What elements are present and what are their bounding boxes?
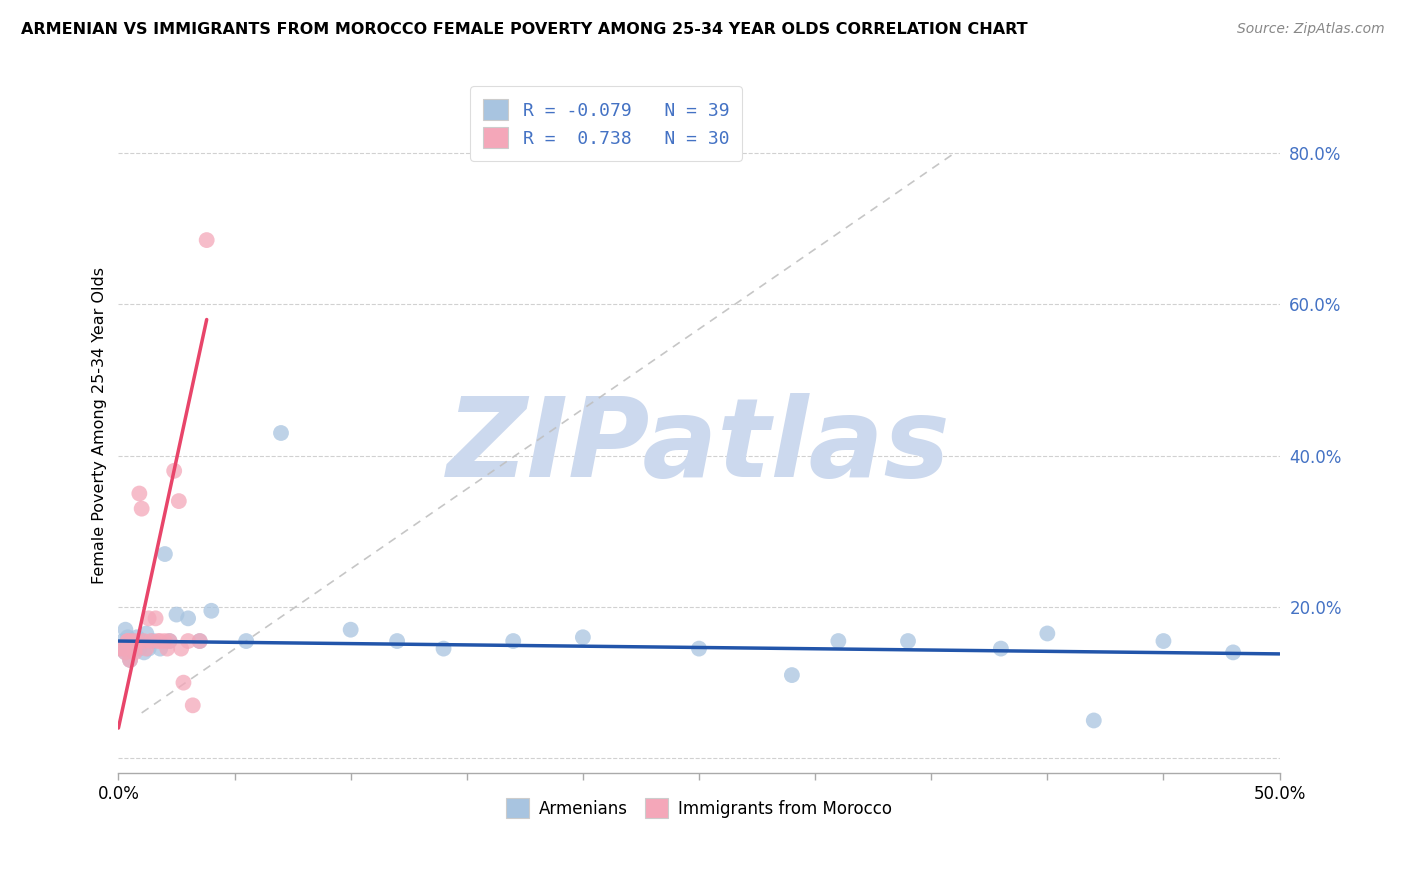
Point <box>385 634 408 648</box>
Text: Source: ZipAtlas.com: Source: ZipAtlas.com <box>1237 22 1385 37</box>
Point <box>188 634 211 648</box>
Point <box>688 641 710 656</box>
Point <box>1222 645 1244 659</box>
Point <box>990 641 1012 656</box>
Point <box>149 641 172 656</box>
Point <box>125 634 148 648</box>
Point <box>131 634 153 648</box>
Point <box>124 641 146 656</box>
Point <box>153 634 176 648</box>
Point <box>110 641 132 656</box>
Point <box>167 494 190 508</box>
Point <box>117 634 139 648</box>
Point <box>118 653 141 667</box>
Text: ARMENIAN VS IMMIGRANTS FROM MOROCCO FEMALE POVERTY AMONG 25-34 YEAR OLDS CORRELA: ARMENIAN VS IMMIGRANTS FROM MOROCCO FEMA… <box>21 22 1028 37</box>
Point <box>146 634 169 648</box>
Point <box>114 623 136 637</box>
Point <box>128 486 150 500</box>
Point <box>780 668 803 682</box>
Point <box>159 634 181 648</box>
Point <box>138 611 160 625</box>
Point <box>117 630 139 644</box>
Point <box>432 641 454 656</box>
Point <box>114 645 136 659</box>
Point <box>339 623 361 637</box>
Point <box>572 630 595 644</box>
Point <box>124 645 146 659</box>
Point <box>112 634 135 648</box>
Point <box>117 634 139 648</box>
Y-axis label: Female Poverty Among 25-34 Year Olds: Female Poverty Among 25-34 Year Olds <box>93 267 107 584</box>
Point <box>827 634 849 648</box>
Point <box>181 698 204 713</box>
Text: ZIPatlas: ZIPatlas <box>447 392 950 500</box>
Point <box>177 634 200 648</box>
Point <box>145 611 167 625</box>
Point <box>172 675 194 690</box>
Point <box>897 634 920 648</box>
Point <box>156 641 179 656</box>
Point <box>159 634 181 648</box>
Point <box>131 501 153 516</box>
Point <box>1152 634 1174 648</box>
Point <box>114 645 136 659</box>
Point <box>135 641 157 656</box>
Point <box>121 634 143 648</box>
Point <box>177 611 200 625</box>
Point <box>124 641 146 656</box>
Point <box>163 464 186 478</box>
Point <box>128 641 150 656</box>
Point <box>142 634 165 648</box>
Point <box>166 607 188 622</box>
Point <box>132 645 155 659</box>
Point <box>110 641 132 656</box>
Point <box>135 626 157 640</box>
Point <box>170 641 193 656</box>
Point <box>188 634 211 648</box>
Point <box>195 233 218 247</box>
Point <box>235 634 257 648</box>
Point <box>270 425 292 440</box>
Point <box>153 547 176 561</box>
Point <box>1036 626 1059 640</box>
Point <box>121 634 143 648</box>
Point <box>149 634 172 648</box>
Legend: Armenians, Immigrants from Morocco: Armenians, Immigrants from Morocco <box>499 792 898 824</box>
Point <box>502 634 524 648</box>
Point <box>138 641 160 656</box>
Point <box>200 604 222 618</box>
Point <box>118 638 141 652</box>
Point <box>139 634 162 648</box>
Point <box>112 641 135 656</box>
Point <box>118 653 141 667</box>
Point <box>1083 714 1105 728</box>
Point <box>125 630 148 644</box>
Point <box>132 634 155 648</box>
